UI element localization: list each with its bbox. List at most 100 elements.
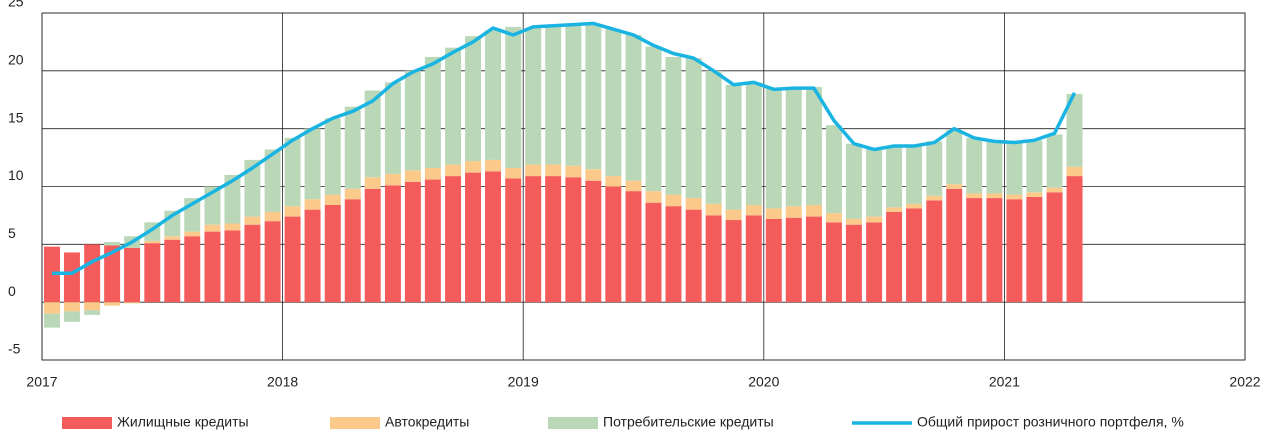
- bar-segment: [485, 159, 501, 172]
- bar-segment: [1006, 199, 1023, 303]
- bar-segment: [204, 231, 221, 303]
- bar-segment: [1066, 176, 1083, 303]
- bar-segment: [164, 236, 181, 240]
- legend-label: Автокредиты: [385, 414, 469, 430]
- bar-segment: [545, 25, 562, 165]
- bar-segment: [384, 185, 401, 303]
- bar-segment: [364, 188, 381, 303]
- bar-segment: [665, 194, 682, 207]
- bar-segment: [104, 242, 121, 246]
- bar-segment: [384, 82, 401, 174]
- bar-segment: [465, 161, 482, 173]
- bar-segment: [785, 88, 802, 207]
- legend-label: Общий прирост розничного портфеля, %: [917, 414, 1184, 430]
- bar-segment: [745, 82, 762, 206]
- x-tick-label: 2018: [267, 374, 298, 390]
- bar-segment: [324, 205, 341, 303]
- y-tick-label: 5: [8, 225, 16, 241]
- bar-segment: [886, 211, 903, 303]
- bar-segment: [1066, 93, 1083, 167]
- bar-segment: [986, 141, 1003, 194]
- bar-segment: [184, 236, 201, 303]
- y-tick-label: 0: [8, 283, 16, 299]
- bar-segment: [605, 186, 622, 303]
- bar-segment: [224, 174, 241, 224]
- bar-segment: [966, 137, 983, 194]
- bar-segment: [465, 172, 482, 303]
- bar-segment: [725, 84, 742, 210]
- bar-segment: [625, 34, 642, 181]
- bar-segment: [906, 203, 923, 209]
- bar-segment: [986, 198, 1003, 303]
- bar-segment: [505, 178, 522, 303]
- x-tick-label: 2017: [26, 374, 57, 390]
- bar-segment: [745, 215, 762, 303]
- bar-segment: [906, 146, 923, 204]
- bar-segment: [404, 170, 421, 182]
- bar-segment: [204, 224, 221, 232]
- y-tick-label: 20: [8, 52, 24, 68]
- bar-segment: [845, 224, 862, 303]
- legend-swatch: [62, 417, 112, 429]
- bar-segment: [445, 47, 462, 165]
- bar-segment: [264, 221, 281, 303]
- bar-segment: [505, 167, 522, 179]
- bar-segment: [224, 230, 241, 303]
- bar-segment: [324, 194, 341, 206]
- bar-segment: [585, 169, 602, 181]
- bar-segment: [1006, 194, 1023, 200]
- bar-segment: [525, 176, 542, 303]
- bar-segment: [404, 70, 421, 171]
- bar-segment: [445, 164, 462, 177]
- bar-segment: [124, 247, 141, 303]
- bar-segment: [906, 208, 923, 303]
- bar-segment: [505, 26, 522, 168]
- plot-frame: [41, 12, 1246, 361]
- bar-segment: [84, 310, 101, 315]
- bar-segment: [364, 90, 381, 178]
- y-tick-label: -5: [8, 341, 21, 357]
- bar-segment: [785, 206, 802, 218]
- bar-segment: [63, 252, 80, 303]
- bar-segment: [124, 302, 141, 304]
- legend-label: Потребительские кредиты: [603, 414, 774, 430]
- bar-segment: [966, 193, 983, 199]
- bar-segment: [565, 177, 582, 303]
- bar-segment: [1026, 196, 1043, 303]
- bar-segment: [845, 143, 862, 219]
- bar-segment: [966, 198, 983, 303]
- bar-segment: [605, 176, 622, 187]
- bar-segment: [224, 223, 241, 231]
- bar-segment: [344, 188, 361, 200]
- legend-swatch: [330, 417, 380, 429]
- bar-segment: [926, 200, 943, 303]
- bar-segment: [304, 128, 321, 200]
- bar-segment: [685, 198, 702, 210]
- bar-segment: [264, 211, 281, 222]
- bar-segment: [565, 25, 582, 166]
- bar-segment: [344, 199, 361, 303]
- bar-segment: [645, 202, 662, 303]
- bar-segment: [244, 224, 261, 303]
- bar-segment: [1006, 142, 1023, 195]
- bar-segment: [866, 148, 883, 217]
- bar-segment: [244, 159, 261, 217]
- bar-segment: [926, 141, 943, 196]
- bar-segment: [104, 302, 121, 306]
- bar-segment: [164, 239, 181, 303]
- y-tick-label: 15: [8, 109, 24, 125]
- bar-segment: [946, 184, 963, 189]
- bar-segment: [866, 222, 883, 303]
- bar-segment: [1046, 192, 1063, 303]
- bar-segment: [184, 231, 201, 237]
- bar-segment: [705, 215, 722, 303]
- bar-segment: [485, 30, 501, 160]
- bar-segment: [424, 56, 441, 168]
- bar-segment: [384, 173, 401, 186]
- bar-segment: [585, 180, 602, 303]
- bar-segment: [886, 147, 903, 208]
- bar-segment: [765, 208, 782, 219]
- legend-label: Жилищные кредиты: [117, 414, 249, 430]
- bar-segment: [625, 191, 642, 303]
